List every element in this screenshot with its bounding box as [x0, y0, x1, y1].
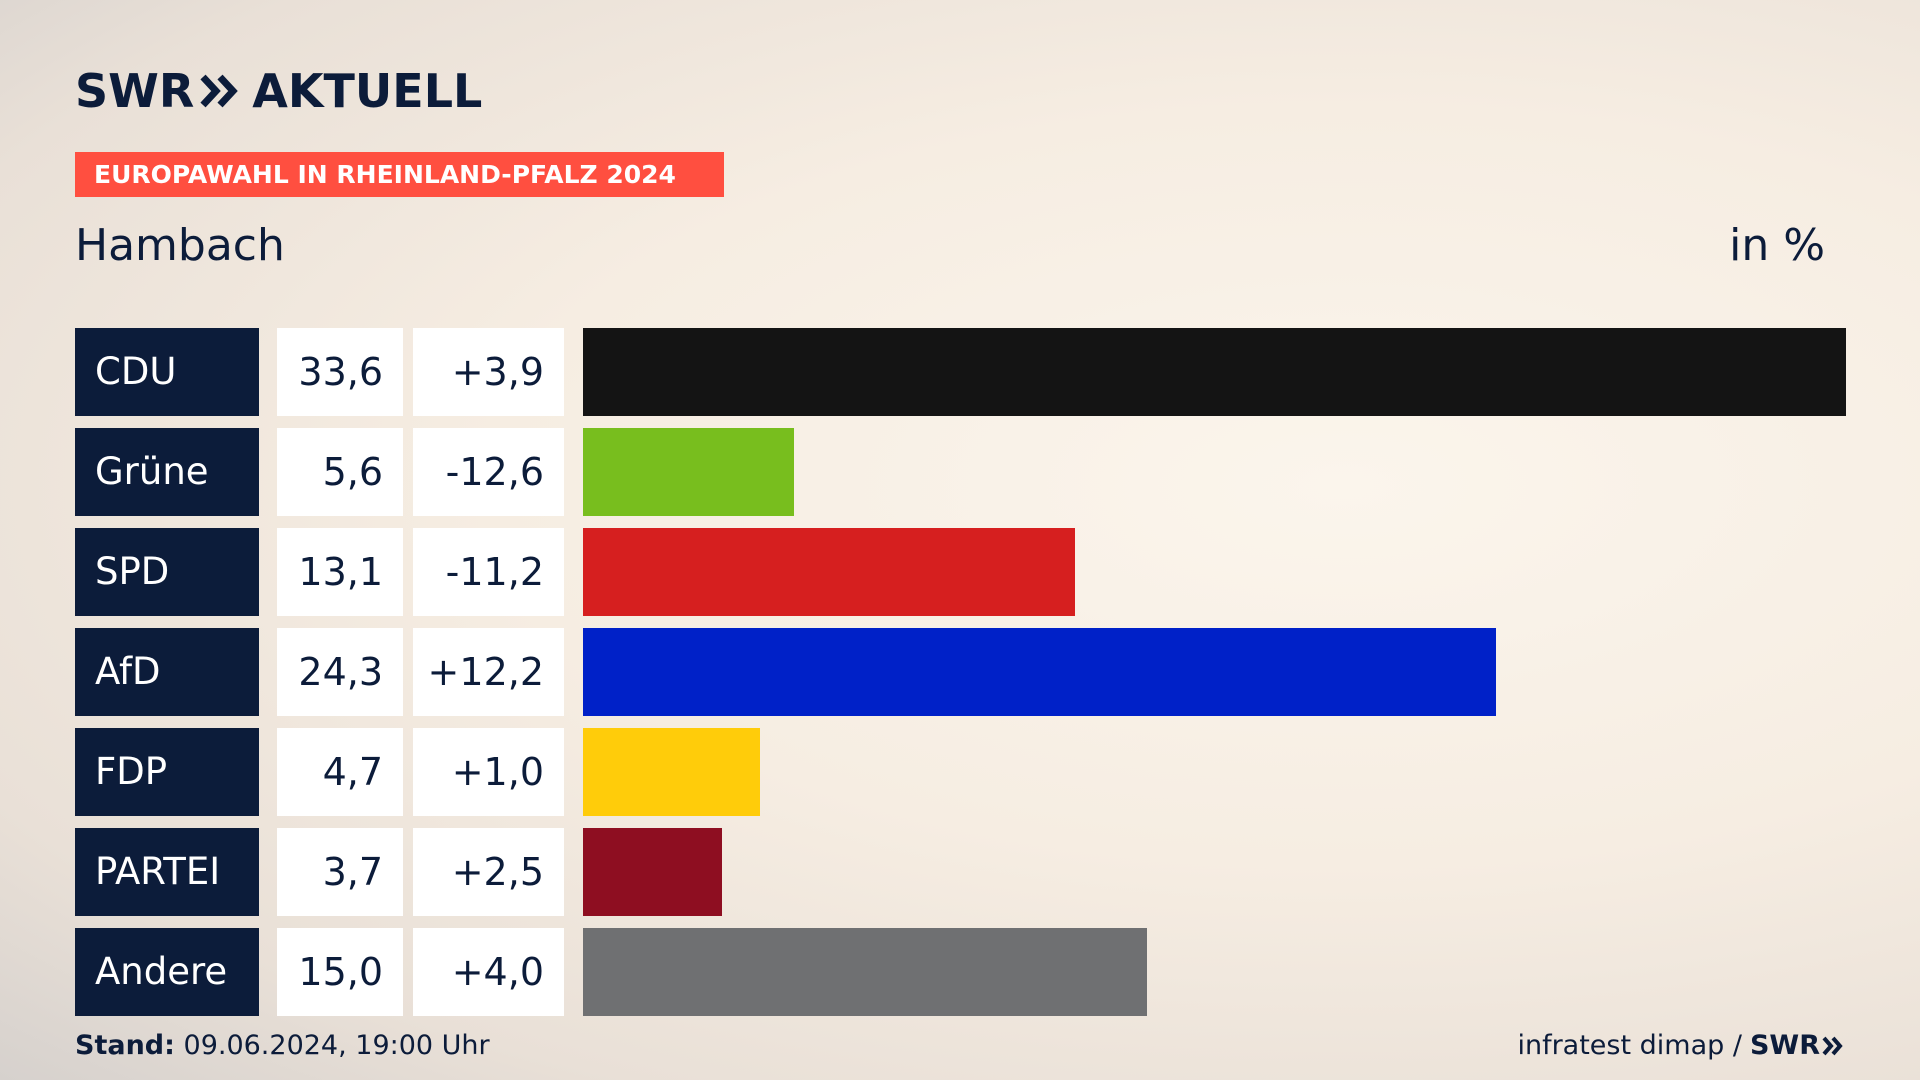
location-title: Hambach — [75, 220, 285, 271]
result-bar — [583, 728, 760, 816]
unit-label: in % — [1729, 220, 1825, 271]
vote-change: -11,2 — [413, 528, 564, 616]
result-bar — [583, 828, 723, 916]
stand-value: 09.06.2024, 19:00 Uhr — [183, 1030, 490, 1061]
logo-swr-text: SWR — [75, 64, 195, 118]
vote-change: +12,2 — [413, 628, 564, 716]
vote-change: -12,6 — [413, 428, 564, 516]
source-credit: infratest dimap / SWR — [1517, 1030, 1844, 1061]
timestamp: Stand: 09.06.2024, 19:00 Uhr — [75, 1030, 490, 1061]
vote-share: 13,1 — [277, 528, 403, 616]
vote-share: 3,7 — [277, 828, 403, 916]
logo-aktuell-text: AKTUELL — [252, 64, 483, 118]
party-label: FDP — [75, 728, 259, 816]
result-bar — [583, 328, 1846, 416]
swr-aktuell-logo: SWR AKTUELL — [75, 64, 483, 118]
vote-share: 5,6 — [277, 428, 403, 516]
vote-change: +1,0 — [413, 728, 564, 816]
vote-change: +4,0 — [413, 928, 564, 1016]
source-text: infratest dimap / — [1517, 1030, 1742, 1061]
election-banner: EUROPAWAHL IN RHEINLAND-PFALZ 2024 — [75, 152, 724, 197]
party-label: SPD — [75, 528, 259, 616]
result-bar — [583, 528, 1076, 616]
party-label: AfD — [75, 628, 259, 716]
party-label: Grüne — [75, 428, 259, 516]
vote-share: 15,0 — [277, 928, 403, 1016]
source-logo-text: SWR — [1749, 1030, 1820, 1061]
result-bar — [583, 928, 1147, 1016]
result-bar — [583, 628, 1497, 716]
party-label: CDU — [75, 328, 259, 416]
result-bar — [583, 428, 794, 516]
party-label: Andere — [75, 928, 259, 1016]
vote-share: 24,3 — [277, 628, 403, 716]
vote-share: 33,6 — [277, 328, 403, 416]
vote-share: 4,7 — [277, 728, 403, 816]
stand-label: Stand: — [75, 1030, 175, 1061]
vote-change: +2,5 — [413, 828, 564, 916]
party-label: PARTEI — [75, 828, 259, 916]
double-chevron-icon — [1822, 1036, 1843, 1055]
source-logo: SWR — [1750, 1030, 1844, 1061]
vote-change: +3,9 — [413, 328, 564, 416]
double-chevron-icon — [200, 74, 239, 108]
